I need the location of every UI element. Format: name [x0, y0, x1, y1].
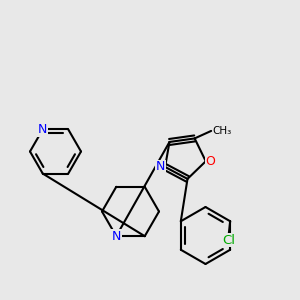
Text: N: N	[38, 123, 47, 136]
Text: O: O	[205, 155, 215, 168]
Text: CH₃: CH₃	[213, 126, 232, 136]
Text: N: N	[112, 230, 121, 243]
Text: Cl: Cl	[222, 234, 235, 247]
Text: N: N	[156, 160, 165, 173]
